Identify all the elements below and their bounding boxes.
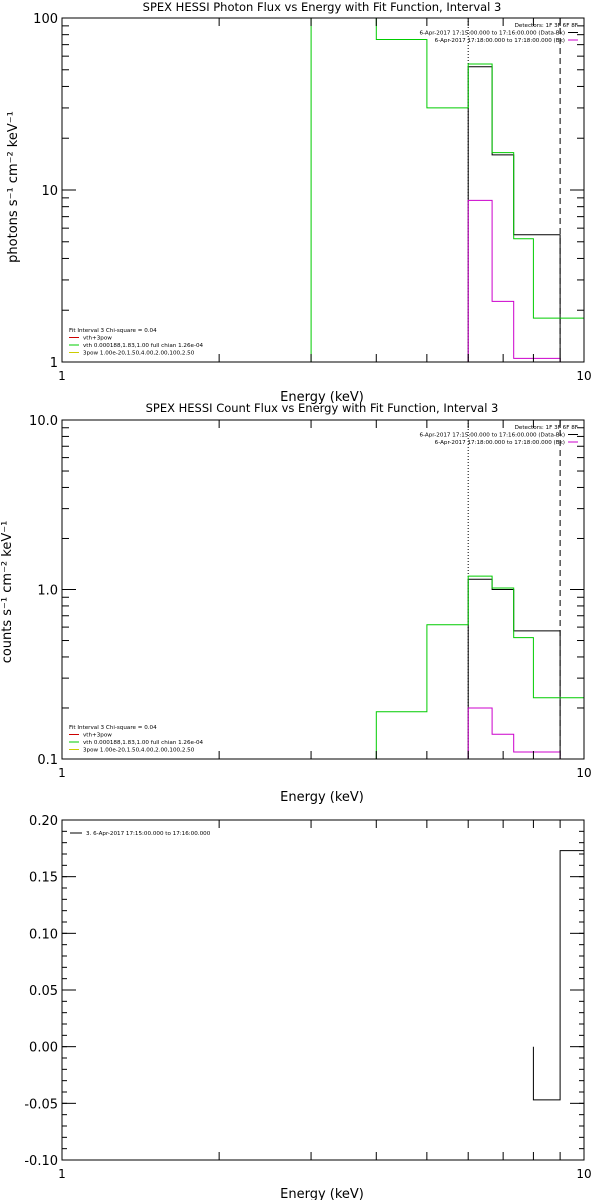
photon-legend-text: vth 0.000188,1.83,1.00 full chian 1.26e-…: [83, 343, 204, 349]
count-marks: [375, 420, 585, 759]
count-legends: Detectors: 1F 3F 6F 8F 6-Apr-2017 17:15:0…: [69, 425, 578, 754]
photon-axes: 1 10 1 10 100: [33, 12, 591, 383]
photon-legend-text: 6-Apr-2017 17:15:00.000 to 17:16:00.000 …: [419, 31, 565, 37]
photon-series-fit: [310, 17, 585, 362]
count-legend-text: 6-Apr-2017 17:18:00.000 to 17:18:00.000 …: [435, 440, 565, 446]
count-x-axis-label: Energy (keV): [280, 790, 364, 805]
residual-legends: 3. 6-Apr-2017 17:15:00.000 to 17:16:00.0…: [70, 831, 211, 837]
residual-y-tick-label: 0.15: [29, 871, 58, 886]
residual-x-tick-label: 1: [58, 1167, 66, 1181]
count-y-tick-label: 10.0: [29, 414, 58, 429]
count-legend-text: Fit Interval 3 Chi-square = 0.04: [69, 725, 157, 731]
residual-y-tick-label: -0.05: [24, 1097, 58, 1112]
residual-x-tick-label: 10: [576, 1167, 591, 1181]
residual-y-tick-label: 0.00: [29, 1041, 58, 1056]
photon-y-tick-label: 10: [41, 184, 58, 199]
count-legend-text: vth+3pow: [83, 733, 112, 739]
count-y-tick-label: 1.0: [37, 584, 58, 599]
count-legend-text: vth 0.000188,1.83,1.00 full chian 1.26e-…: [83, 740, 204, 746]
photon-legend-text: 3pow 1.00e-20,1.50,4.00,2.00,100,2.50: [83, 351, 195, 357]
photon-chart-title: SPEX HESSI Photon Flux vs Energy with Fi…: [143, 0, 502, 14]
photon-series-background: [467, 199, 561, 362]
count-legend-text: 3pow 1.00e-20,1.50,4.00,2.00,100,2.50: [83, 748, 195, 754]
residual-y-tick-label: 0.20: [29, 814, 58, 829]
count-chart-title: SPEX HESSI Count Flux vs Energy with Fit…: [146, 401, 499, 415]
photon-legend-text: Fit Interval 3 Chi-square = 0.04: [69, 328, 157, 334]
count-x-tick-label: 1: [58, 766, 66, 780]
photon-legend-text: Detectors: 1F 3F 6F 8F: [515, 23, 578, 29]
residual-x-axis-label: Energy (keV): [280, 1187, 364, 1200]
photon-legend-text: vth+3pow: [83, 336, 112, 342]
photon-legend-text: 6-Apr-2017 17:18:00.000 to 17:18:00.000 …: [435, 38, 565, 44]
photon-y-tick-label: 1: [50, 356, 58, 371]
residual-y-tick-label: -0.10: [24, 1154, 58, 1169]
count-axes: 1 10 0.1 1.0 10.0: [29, 414, 592, 780]
photon-x-tick-label: 10: [576, 369, 591, 383]
count-series-fit: [375, 575, 585, 759]
count-y-axis-label: counts s⁻¹ cm⁻² keV⁻¹: [0, 521, 15, 664]
photon-x-tick-label: 1: [58, 369, 66, 383]
photon-flux-panel: SPEX HESSI Photon Flux vs Energy with Fi…: [6, 0, 592, 405]
photon-x-axis-label: Energy (keV): [280, 390, 364, 405]
count-y-tick-label: 0.1: [37, 753, 58, 768]
residual-y-tick-label: 0.05: [29, 984, 58, 999]
photon-y-axis-label: photons s⁻¹ cm⁻² keV⁻¹: [6, 111, 21, 263]
photon-legends: Detectors: 1F 3F 6F 8F 6-Apr-2017 17:15:0…: [69, 23, 578, 357]
count-series-background: [467, 707, 561, 759]
residual-axes: 1 10 -0.10 -0.05 0.00 0.05 0.10 0.15 0.20: [24, 814, 591, 1181]
residual-y-tick-label: 0.10: [29, 927, 58, 942]
count-x-tick-label: 10: [576, 766, 591, 780]
photon-y-tick-label: 100: [33, 12, 58, 27]
count-legend-text: 6-Apr-2017 17:15:00.000 to 17:16:00.000 …: [419, 433, 565, 439]
count-legend-text: Detectors: 1F 3F 6F 8F: [515, 425, 578, 431]
residual-legend-text: 3. 6-Apr-2017 17:15:00.000 to 17:16:00.0…: [86, 831, 211, 837]
residual-panel: 1 10 -0.10 -0.05 0.00 0.05 0.10 0.15 0.20 Energy…: [24, 814, 591, 1200]
count-flux-panel: SPEX HESSI Count Flux vs Energy with Fit…: [0, 401, 592, 805]
photon-marks: [310, 17, 585, 362]
